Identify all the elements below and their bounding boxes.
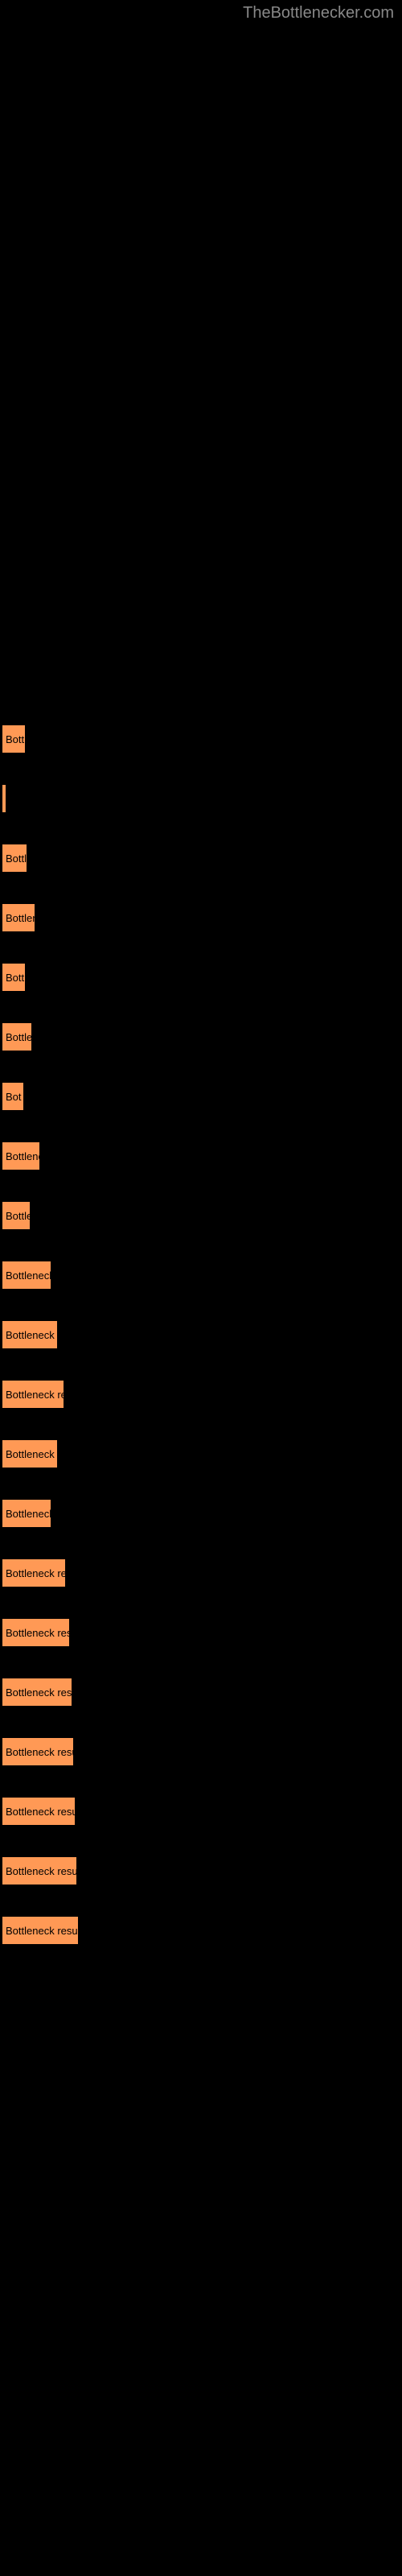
bar: Bot <box>2 1082 24 1111</box>
bar: Bottleneck result <box>2 1558 66 1587</box>
bar-row: Bottleneck result <box>2 1618 402 1647</box>
bar: Bottlen <box>2 1022 32 1051</box>
bar: Bottleneck result <box>2 1916 79 1945</box>
bar-row: Bottleneck re <box>2 1499 402 1528</box>
bar-row: Bottle <box>2 844 402 873</box>
bar-label: Bottleneck result <box>6 1686 72 1699</box>
bar-label: Bottleneck result <box>6 1567 66 1579</box>
bar-label: Bottleneck result <box>6 1627 70 1639</box>
bar-row <box>2 784 402 813</box>
watermark-text: TheBottlenecker.com <box>243 4 394 23</box>
bar-row: Bot <box>2 1082 402 1111</box>
bar-row: Bottleneck <box>2 1141 402 1170</box>
bar-label: Bottleneck result <box>6 1865 77 1877</box>
bar-label: Bottlen <box>6 1210 31 1222</box>
bar: Bottleneck result <box>2 1618 70 1647</box>
bar: Bottleneck result <box>2 1737 74 1766</box>
bar-row: Bottleneck result <box>2 1797 402 1826</box>
bar-label: Bottleneck result <box>6 1389 64 1401</box>
bar: Bottle <box>2 844 27 873</box>
bar-label: Bot <box>6 1091 22 1103</box>
bar: Bottleneck result <box>2 1380 64 1409</box>
bar-row: Bottleneck result <box>2 1558 402 1587</box>
bar-row: Bottleneck result <box>2 1916 402 1945</box>
bar: Bottle <box>2 963 26 992</box>
bar: Bottleneck result <box>2 1797 76 1826</box>
bar-label: Bottle <box>6 852 27 865</box>
bar: Bottlen <box>2 1201 31 1230</box>
bar-label: Bottle <box>6 972 26 984</box>
bar-row: Bottleneck result <box>2 1678 402 1707</box>
bar-row: Bottleneck result <box>2 1737 402 1766</box>
bar-label: Bottlenec <box>6 912 35 924</box>
bar: Bottleneck result <box>2 1856 77 1885</box>
bar: Bottleneck re <box>2 1499 51 1528</box>
bar: Bottleneck result <box>2 1678 72 1707</box>
bar-label: Bottleneck res <box>6 1269 51 1282</box>
bar-row: Bottle <box>2 963 402 992</box>
bar-label: Bottlen <box>6 1031 32 1043</box>
bar-label: Bottleneck result <box>6 1925 79 1937</box>
bar: Bott <box>2 724 26 753</box>
bar-chart: Bott Bottle Bottlenec Bottle Bottlen Bot Bottl… <box>0 0 402 1945</box>
bar-label: Bottleneck result <box>6 1746 74 1758</box>
bar-row: Bottleneck resu <box>2 1320 402 1349</box>
bar-row: Bottleneck result <box>2 1856 402 1885</box>
bar-row: Bottlen <box>2 1201 402 1230</box>
bar <box>2 784 6 813</box>
bar: Bottleneck res <box>2 1261 51 1290</box>
bar-label: Bottleneck resu <box>6 1329 58 1341</box>
bar-label: Bottleneck result <box>6 1806 76 1818</box>
bar: Bottleneck <box>2 1141 40 1170</box>
bar-label: Bott <box>6 733 24 745</box>
bar-row: Bottleneck result <box>2 1380 402 1409</box>
bar-row: Bottlen <box>2 1022 402 1051</box>
bar-label: Bottleneck resul <box>6 1448 58 1460</box>
bar-row: Bottleneck resul <box>2 1439 402 1468</box>
bar-row: Bottlenec <box>2 903 402 932</box>
bar-row: Bottleneck res <box>2 1261 402 1290</box>
bar-label: Bottleneck <box>6 1150 40 1162</box>
bar: Bottleneck resu <box>2 1320 58 1349</box>
bar: Bottlenec <box>2 903 35 932</box>
bar-label: Bottleneck re <box>6 1508 51 1520</box>
bar: Bottleneck resul <box>2 1439 58 1468</box>
bar-row: Bott <box>2 724 402 753</box>
